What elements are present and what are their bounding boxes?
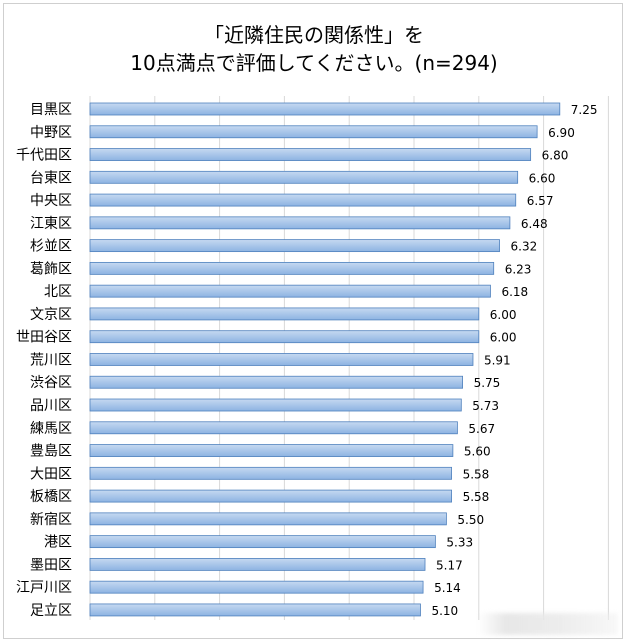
value-label: 5.17 xyxy=(436,558,463,572)
category-label: 大田区 xyxy=(30,466,72,482)
category-label: 板橋区 xyxy=(30,489,72,505)
bar xyxy=(89,535,436,549)
category-label: 渋谷区 xyxy=(30,375,72,391)
bar xyxy=(89,421,458,435)
bar xyxy=(89,216,511,230)
value-label: 6.00 xyxy=(490,331,517,345)
bar xyxy=(89,284,491,298)
category-label: 江東区 xyxy=(30,216,72,232)
value-label: 5.60 xyxy=(464,445,491,459)
chart-title-line1: 「近隣住民の関係性」を xyxy=(204,23,424,47)
value-label: 5.58 xyxy=(463,490,490,504)
category-label: 葛飾区 xyxy=(30,261,72,277)
bar xyxy=(89,512,447,526)
category-label: 江戸川区 xyxy=(16,580,72,596)
category-label: 目黒区 xyxy=(30,102,72,118)
value-label: 6.60 xyxy=(529,171,556,185)
bar xyxy=(89,375,464,389)
category-label: 墨田区 xyxy=(30,557,72,573)
watermark-blur xyxy=(478,613,618,635)
chart-title-line2: 10点満点で評価してください。(n=294) xyxy=(130,51,498,75)
bar xyxy=(89,558,426,571)
value-label: 6.23 xyxy=(505,262,532,276)
bar xyxy=(89,353,474,366)
value-label: 5.10 xyxy=(431,604,458,618)
bar xyxy=(89,148,532,161)
value-label: 6.00 xyxy=(490,308,517,322)
category-label: 足立区 xyxy=(30,603,72,619)
value-label: 6.48 xyxy=(521,217,548,231)
bar xyxy=(89,398,462,412)
bar xyxy=(89,102,561,116)
category-label: 杉並区 xyxy=(30,239,72,255)
bar xyxy=(89,193,517,207)
bar xyxy=(89,489,452,503)
category-label: 練馬区 xyxy=(30,421,72,437)
value-label: 6.90 xyxy=(548,126,575,140)
bar xyxy=(89,580,424,594)
bar xyxy=(89,239,500,253)
category-label: 品川区 xyxy=(30,398,72,414)
value-labels: 7.25 6.90 6.80 6.60 6.57 6.48 6.32 6.23 6.18 6.00… xyxy=(431,103,597,618)
value-label: 5.91 xyxy=(484,353,511,367)
category-label: 港区 xyxy=(44,535,72,551)
bar xyxy=(89,125,538,139)
bar xyxy=(89,444,454,457)
value-label: 7.25 xyxy=(571,103,598,117)
value-label: 6.32 xyxy=(511,240,538,254)
bar xyxy=(89,307,480,321)
value-label: 6.18 xyxy=(501,285,528,299)
value-label: 5.33 xyxy=(446,536,473,550)
category-label: 中央区 xyxy=(30,193,72,209)
bar xyxy=(89,603,421,617)
bars xyxy=(89,102,561,617)
category-label: 千代田区 xyxy=(16,148,72,164)
bar xyxy=(89,466,452,480)
category-label: 新宿区 xyxy=(30,511,72,528)
category-label: 台東区 xyxy=(30,170,72,186)
value-label: 5.14 xyxy=(434,581,461,595)
category-label: 豊島区 xyxy=(30,444,72,460)
category-label: 世田谷区 xyxy=(16,330,72,346)
value-label: 6.57 xyxy=(527,194,554,208)
bar xyxy=(89,170,519,184)
value-label: 6.80 xyxy=(542,149,569,163)
bar xyxy=(89,330,480,344)
value-label: 5.73 xyxy=(472,399,499,413)
value-label: 5.75 xyxy=(474,376,501,390)
category-label: 中野区 xyxy=(30,125,72,141)
category-labels: 目黒区中野区千代田区台東区中央区江東区杉並区葛飾区北区文京区世田谷区荒川区渋谷区… xyxy=(16,102,72,619)
value-label: 5.58 xyxy=(463,467,490,481)
category-label: 荒川区 xyxy=(30,352,72,368)
value-label: 5.67 xyxy=(468,422,495,436)
bar xyxy=(89,261,495,275)
value-label: 5.50 xyxy=(457,513,484,527)
category-label: 文京区 xyxy=(30,307,72,323)
category-label: 北区 xyxy=(44,284,72,300)
